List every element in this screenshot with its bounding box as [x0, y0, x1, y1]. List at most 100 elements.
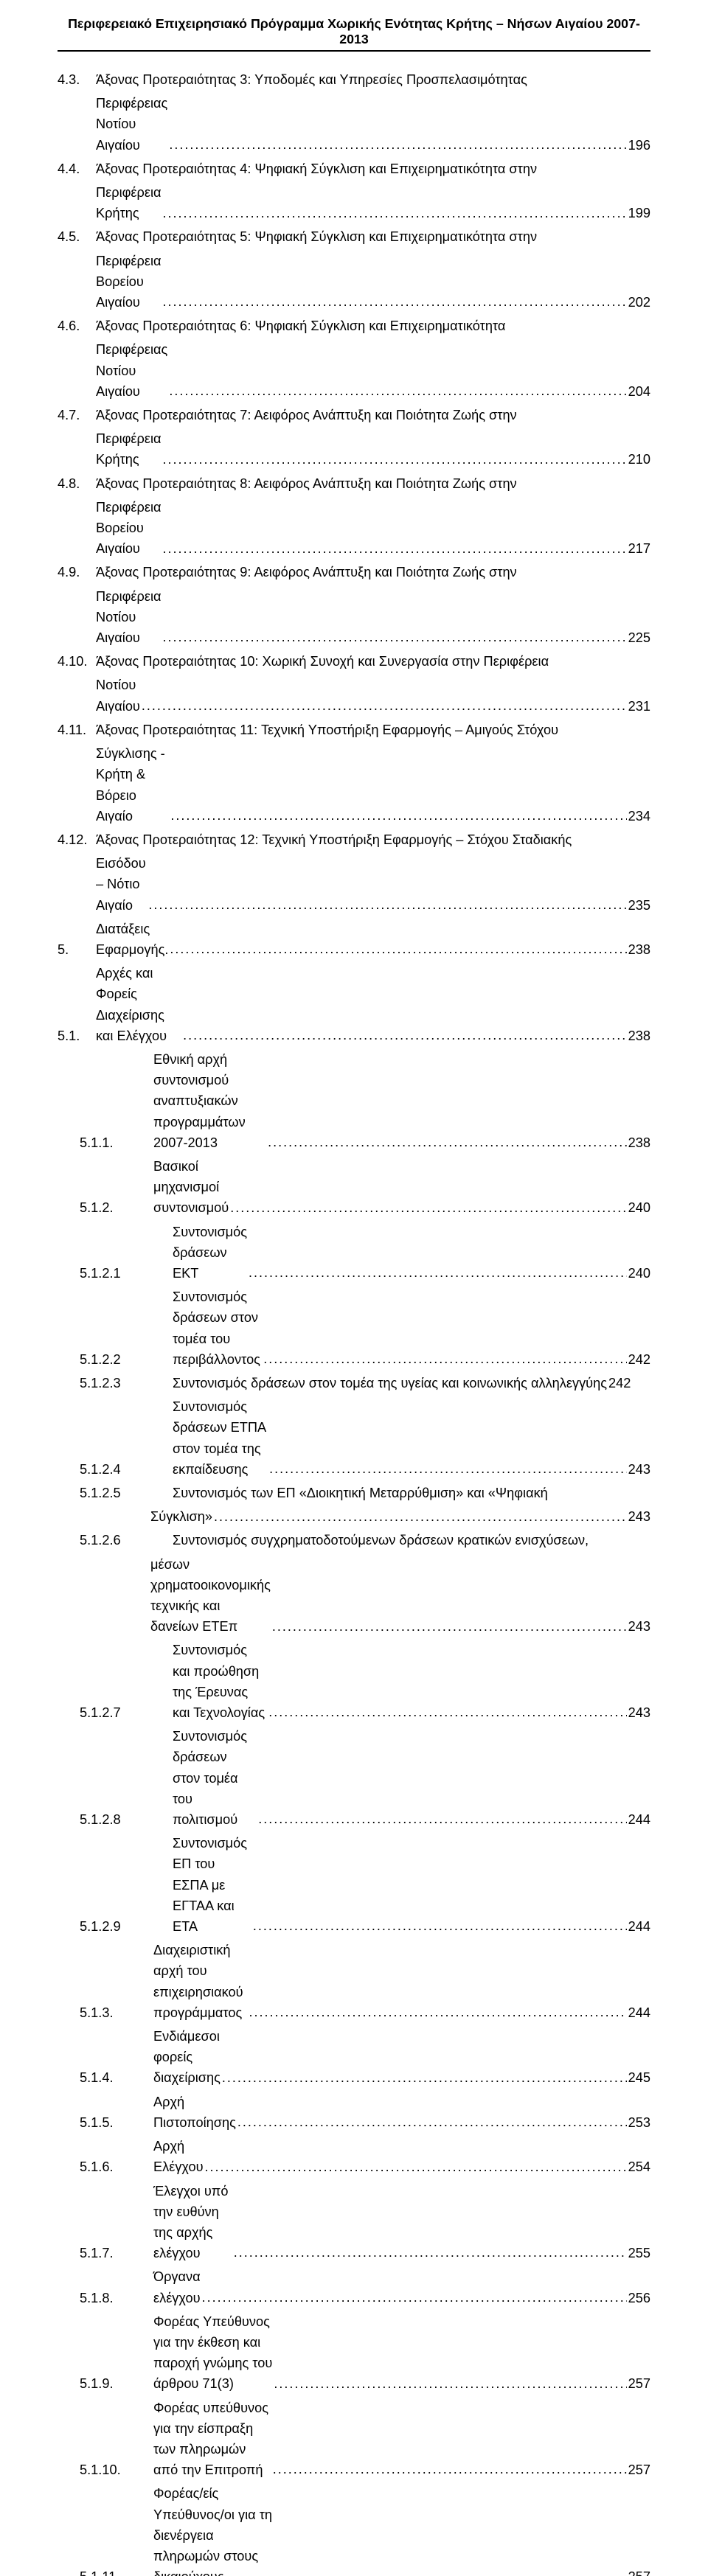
toc-title: Συντονισμός των ΕΠ «Διοικητική Μεταρρύθμ…	[173, 1483, 548, 1503]
toc-page: 202	[627, 292, 650, 313]
toc-entry: 4.12. Άξονας Προτεραιότητας 12: Τεχνική …	[58, 829, 650, 850]
toc-entry: 5.1.6. Αρχή Ελέγχου.....................…	[58, 2136, 650, 2177]
toc-leader: ........................................…	[232, 2243, 627, 2263]
toc-title: Συντονισμός δράσεων ΕΤΠΑ στον τομέα της …	[173, 1396, 268, 1480]
toc-entry-continuation: Σύγκλισης - Κρήτη & Βόρειο Αιγαίο.......…	[58, 743, 650, 826]
toc-page: 240	[627, 1263, 650, 1284]
toc-page: 257	[627, 2566, 650, 2576]
toc-leader: ........................................…	[162, 203, 627, 224]
toc-title: Συντονισμός και προώθηση της Έρευνας και…	[173, 1640, 267, 1723]
toc-number: 4.10.	[58, 651, 96, 672]
toc-title-continuation: Περιφέρεια Νοτίου Αιγαίου	[96, 586, 162, 649]
toc-entry-continuation: Περιφέρεια Βορείου Αιγαίου..............…	[58, 497, 650, 560]
toc-leader: ........................................…	[268, 1459, 627, 1480]
toc-leader: ........................................…	[262, 1349, 626, 1370]
toc-number: 5.1.4.	[58, 2067, 153, 2088]
toc-number: 5.1.2.	[58, 1197, 153, 1218]
toc-number: 5.1.	[58, 1026, 96, 1046]
toc-entry-continuation: Σύγκλιση»...............................…	[58, 1506, 650, 1527]
toc-entry: 5.1.11. Φορέας/είς Υπεύθυνος/οι για τη δ…	[58, 2483, 650, 2576]
toc-entry: 4.3. Άξονας Προτεραιότητας 3: Υποδομές κ…	[58, 69, 650, 90]
toc-page: 238	[627, 1026, 650, 1046]
toc-title-continuation: Σύγκλισης - Κρήτη & Βόρειο Αιγαίο	[96, 743, 169, 826]
toc-title-continuation: Περιφέρεια Κρήτης	[96, 428, 162, 470]
toc-number: 5.1.6.	[58, 2156, 153, 2177]
toc-entry: 4.10. Άξονας Προτεραιότητας 10: Χωρική Σ…	[58, 651, 650, 672]
toc-page: 225	[627, 627, 650, 648]
toc-page: 238	[627, 939, 650, 960]
toc-leader: ........................................…	[167, 381, 626, 402]
toc-number: 5.1.2.9	[58, 1916, 173, 1937]
page-header: Περιφερειακό Επιχειρησιακό Πρόγραμμα Χωρ…	[58, 16, 650, 52]
toc-page: 199	[627, 203, 650, 223]
toc-entry: 5.1.2.8 Συντονισμός δράσεων στον τομέα τ…	[58, 1726, 650, 1830]
toc-title-continuation: Νοτίου Αιγαίου	[96, 675, 140, 716]
toc-title: Συντονισμός δράσεων στον τομέα του πολιτ…	[173, 1726, 257, 1830]
toc-page: 255	[627, 2243, 650, 2263]
toc-title: Συντονισμός δράσεων στον τομέα του περιβ…	[173, 1287, 262, 1370]
toc-page: 243	[627, 1702, 650, 1723]
toc-entry: 5.1.1. Εθνική αρχή συντονισμού αναπτυξια…	[58, 1049, 650, 1153]
toc-title: Φορέας Υπεύθυνος για την έκθεση και παρο…	[153, 2311, 272, 2395]
toc-entry-continuation: Περιφέρεια Κρήτης.......................…	[58, 182, 650, 223]
toc-entry: 5.1.9. Φορέας Υπεύθυνος για την έκθεση κ…	[58, 2311, 650, 2395]
toc-leader: ........................................…	[162, 292, 627, 313]
toc-entry: 5.1.2.3 Συντονισμός δράσεων στον τομέα τ…	[58, 1373, 650, 1393]
toc-entry: 5.1. Αρχές και Φορείς Διαχείρισης και Ελ…	[58, 963, 650, 1046]
toc-number: 4.5.	[58, 226, 96, 247]
toc-page: 257	[627, 2373, 650, 2394]
toc-page: 234	[627, 806, 650, 826]
toc-number: 5.1.2.3	[58, 1373, 173, 1393]
toc-number: 4.9.	[58, 562, 96, 582]
toc-page: 244	[627, 1916, 650, 1937]
toc-number: 5.1.2.4	[58, 1459, 173, 1480]
toc-leader: ........................................…	[212, 1507, 627, 1528]
toc-entry: 4.6. Άξονας Προτεραιότητας 6: Ψηφιακή Σύ…	[58, 316, 650, 336]
toc-leader: ........................................…	[229, 1198, 626, 1219]
toc-page: 217	[627, 538, 650, 559]
toc-leader: ........................................…	[247, 1263, 627, 1284]
toc-leader: ........................................…	[248, 2002, 627, 2023]
toc-leader: ........................................…	[140, 696, 627, 717]
toc-leader: ........................................…	[201, 2288, 627, 2308]
toc-entry: 4.9. Άξονας Προτεραιότητας 9: Αειφόρος Α…	[58, 562, 650, 582]
toc-entry-continuation: μέσων χρηματοοικονομικής τεχνικής και δα…	[58, 1554, 650, 1637]
toc-page: 204	[627, 381, 650, 402]
toc-entry-continuation: Περιφέρειας Νοτίου Αιγαίου..............…	[58, 339, 650, 402]
toc-number: 5.1.5.	[58, 2112, 153, 2133]
toc-entry: 5.1.7. Έλεγχοι υπό την ευθύνη της αρχής …	[58, 2181, 650, 2264]
toc-number: 5.1.3.	[58, 2002, 153, 2023]
toc-title: Συντονισμός συγχρηματοδοτούμενων δράσεων…	[173, 1530, 589, 1550]
toc-leader: ........................................…	[181, 1026, 627, 1046]
toc-number: 5.1.8.	[58, 2288, 153, 2308]
toc-title-continuation: Σύγκλιση»	[150, 1506, 212, 1527]
toc-entry: 5.1.2.4 Συντονισμός δράσεων ΕΤΠΑ στον το…	[58, 1396, 650, 1480]
toc-leader: ........................................…	[147, 895, 626, 916]
toc-entry-continuation: Περιφέρειας Νοτίου Αιγαίου..............…	[58, 93, 650, 156]
toc-page: 257	[627, 2460, 650, 2480]
toc-entry: 5.1.3. Διαχειριστική αρχή του επιχειρησι…	[58, 1940, 650, 2023]
toc-title: Άξονας Προτεραιότητας 8: Αειφόρος Ανάπτυ…	[96, 473, 517, 494]
toc-entry: 5.1.2.1 Συντονισμός δράσεων ΕΚΤ.........…	[58, 1222, 650, 1284]
toc-title: Συντονισμός δράσεων στον τομέα της υγεία…	[173, 1373, 607, 1393]
toc-page: 240	[627, 1197, 650, 1218]
toc-leader: ........................................…	[272, 2566, 626, 2576]
toc-title: Συντονισμός ΕΠ του ΕΣΠΑ με ΕΓΤΑΑ και ΕΤΑ	[173, 1833, 251, 1937]
toc-number: 4.3.	[58, 69, 96, 90]
toc-number: 4.12.	[58, 829, 96, 850]
toc-title-continuation: Περιφέρειας Νοτίου Αιγαίου	[96, 93, 167, 156]
toc-number: 5.1.2.1	[58, 1263, 173, 1284]
toc-title: Άξονας Προτεραιότητας 9: Αειφόρος Ανάπτυ…	[96, 562, 517, 582]
toc-leader: ........................................…	[267, 1702, 626, 1723]
toc-entry-continuation: Εισόδου – Νότιο Αιγαίο..................…	[58, 853, 650, 916]
toc-entry: 5.1.2.6 Συντονισμός συγχρηματοδοτούμενων…	[58, 1530, 650, 1550]
toc-entry-continuation: Περιφέρεια Νοτίου Αιγαίου...............…	[58, 586, 650, 649]
toc-entry: 5.1.5. Αρχή Πιστοποίησης................…	[58, 2092, 650, 2133]
toc-leader: ........................................…	[169, 806, 626, 826]
toc-leader: ........................................…	[204, 2157, 627, 2178]
toc-title: Διατάξεις Εφαρμογής.	[96, 919, 168, 960]
toc-number: 5.1.2.6	[58, 1530, 173, 1550]
toc-entry-continuation: Νοτίου Αιγαίου..........................…	[58, 675, 650, 716]
toc-number: 5.1.2.5	[58, 1483, 173, 1503]
toc-title-continuation: Περιφέρειας Νοτίου Αιγαίου	[96, 339, 167, 402]
